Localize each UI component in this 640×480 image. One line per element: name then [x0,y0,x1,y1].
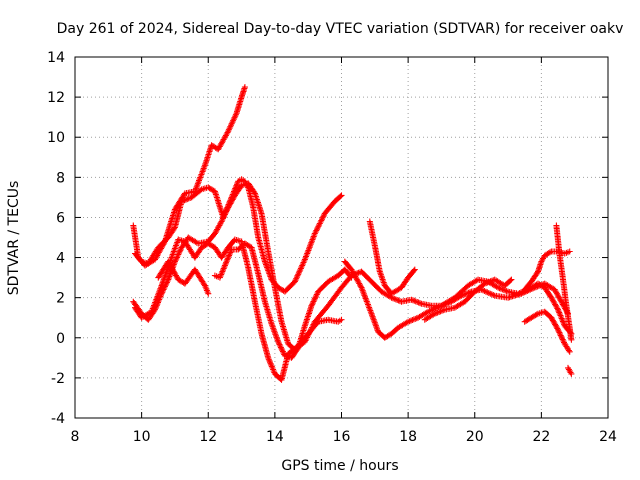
x-tick-label: 14 [266,429,284,445]
data-point-markers [366,218,418,297]
series-arc-13 [565,364,575,377]
series-arc-5 [155,258,212,297]
x-tick-label: 16 [333,429,351,445]
x-tick-label: 22 [532,429,550,445]
y-tick-label: 6 [56,210,65,226]
chart-title: Day 261 of 2024, Sidereal Day-to-day VTE… [57,21,624,37]
y-axis-label: SDTVAR / TECUs [6,181,22,296]
x-axis: 8 10 12 14 16 18 20 22 24 [71,57,617,445]
x-axis-label: GPS time / hours [281,458,398,474]
data-point-markers [565,364,575,377]
data-point-markers [521,248,573,293]
data-point-markers [553,222,575,343]
x-tick-label: 12 [199,429,217,445]
data-point-markers [155,258,212,297]
series-arc-11 [521,248,573,293]
y-tick-label: 4 [56,251,65,267]
y-axis: -4 -2 0 2 4 6 8 10 12 14 [47,50,608,427]
y-tick-label: 0 [56,331,65,347]
x-tick-label: 24 [599,429,617,445]
data-point-markers [132,176,345,295]
series-arc-1 [130,84,248,269]
y-tick-label: 14 [47,50,65,66]
data-point-markers [421,276,515,323]
series-arc-7 [341,258,575,341]
y-tick-label: 12 [47,90,65,106]
data-points [130,84,575,383]
x-tick-label: 18 [399,429,417,445]
y-tick-label: -4 [51,411,65,427]
series-arc-4 [132,236,345,383]
x-tick-label: 10 [133,429,151,445]
y-tick-label: 10 [47,130,65,146]
data-point-markers [521,308,573,355]
series-arc-6 [211,240,355,361]
series-arc-12 [553,222,575,343]
series-arc-8 [366,218,418,297]
y-tick-label: 8 [56,170,65,186]
data-point-markers [341,258,575,341]
x-tick-label: 20 [466,429,484,445]
x-tick-label: 8 [71,429,80,445]
chart-grid [75,57,608,418]
data-point-markers [130,84,248,269]
y-tick-label: -2 [51,371,65,387]
y-tick-label: 2 [56,291,65,307]
series-arc-10 [521,308,573,355]
series-arc-2 [132,176,345,295]
data-point-markers [132,236,345,383]
series-arc-9 [421,276,515,323]
data-point-markers [211,240,355,361]
